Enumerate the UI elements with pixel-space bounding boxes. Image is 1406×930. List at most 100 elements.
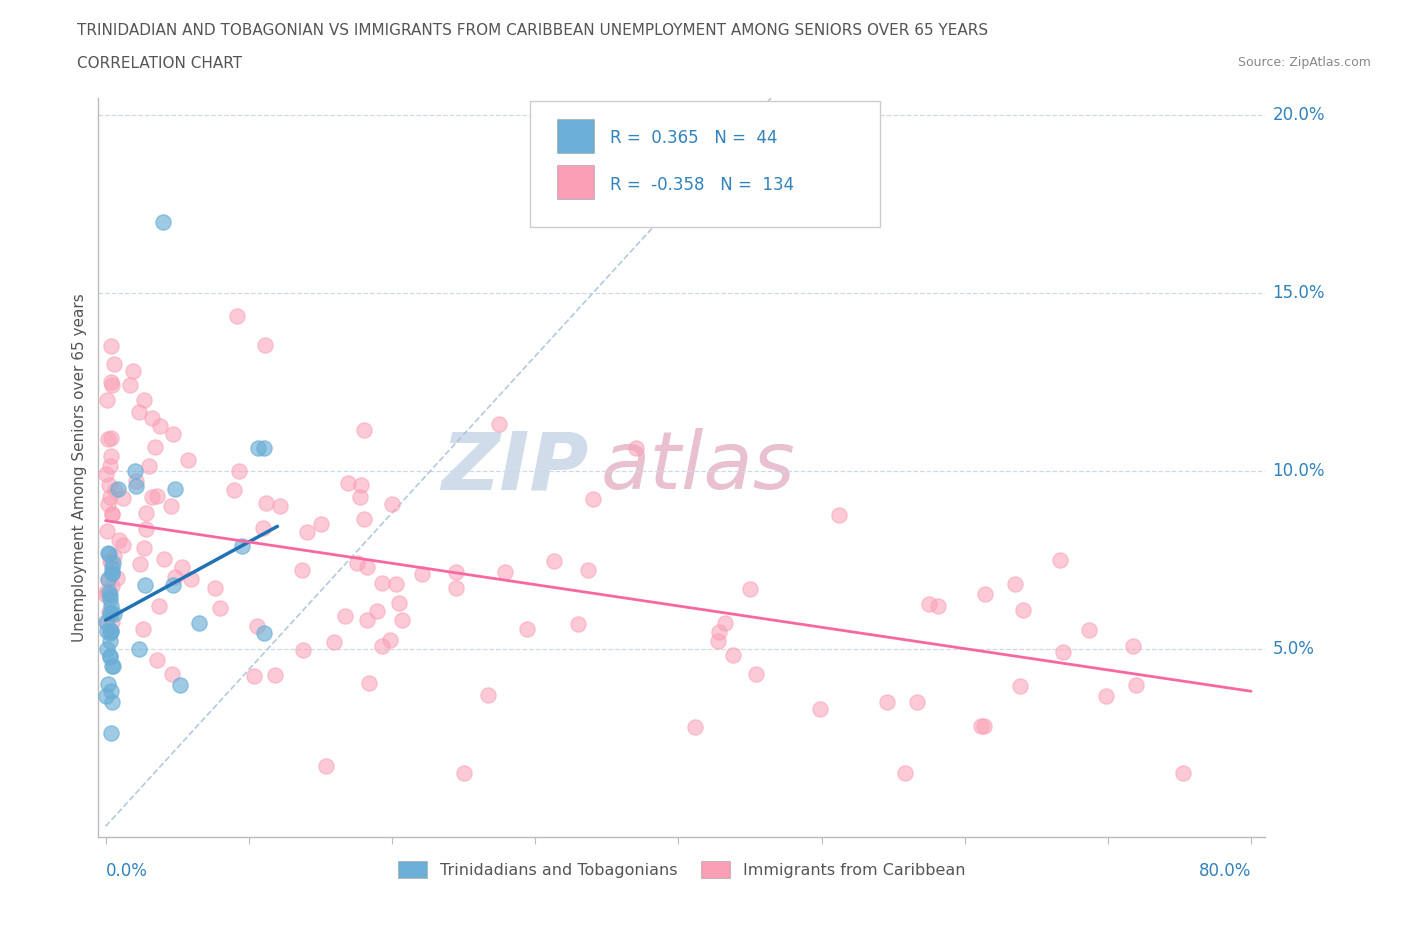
Point	[100, 430, 122, 445]
Point	[366, 604, 388, 618]
Point	[381, 497, 404, 512]
Point	[100, 506, 122, 521]
Point	[97, 547, 120, 562]
Point	[295, 525, 318, 540]
Y-axis label: Unemployment Among Seniors over 65 years: Unemployment Among Seniors over 65 years	[72, 293, 87, 642]
Point	[894, 765, 917, 780]
Point	[118, 378, 141, 392]
Point	[1078, 622, 1101, 637]
Point	[97, 585, 120, 600]
Point	[917, 597, 939, 612]
Point	[177, 452, 200, 467]
Point	[96, 623, 118, 638]
Text: 20.0%: 20.0%	[1272, 106, 1324, 125]
Point	[350, 478, 373, 493]
Point	[100, 623, 122, 638]
Point	[100, 684, 122, 698]
Point	[104, 483, 127, 498]
Point	[170, 560, 193, 575]
Point	[96, 524, 118, 538]
Point	[494, 565, 516, 579]
Point	[96, 616, 118, 631]
Point	[357, 676, 380, 691]
Point	[122, 364, 145, 379]
Text: 15.0%: 15.0%	[1272, 285, 1324, 302]
Point	[188, 616, 211, 631]
Point	[333, 609, 356, 624]
Point	[162, 426, 184, 441]
Point	[204, 580, 226, 595]
Point	[311, 517, 333, 532]
Point	[973, 719, 995, 734]
Point	[488, 417, 510, 432]
Point	[111, 538, 134, 552]
FancyBboxPatch shape	[557, 165, 595, 199]
Point	[149, 418, 172, 433]
Point	[97, 478, 120, 493]
Point	[96, 392, 118, 407]
Point	[134, 578, 156, 592]
Text: R =  -0.358   N =  134: R = -0.358 N = 134	[610, 176, 793, 193]
Point	[138, 458, 160, 473]
Point	[1052, 644, 1074, 659]
Point	[101, 659, 124, 674]
Point	[246, 440, 269, 455]
Point	[252, 521, 274, 536]
Point	[128, 557, 150, 572]
Point	[543, 554, 565, 569]
Point	[444, 565, 467, 579]
Point	[98, 633, 121, 648]
Point	[98, 588, 121, 603]
Point	[1171, 765, 1194, 780]
Point	[165, 481, 187, 496]
Point	[371, 639, 394, 654]
Point	[336, 475, 359, 490]
Point	[100, 555, 122, 570]
Point	[208, 601, 231, 616]
Text: 0.0%: 0.0%	[105, 862, 148, 880]
Point	[135, 522, 157, 537]
Text: R =  0.365   N =  44: R = 0.365 N = 44	[610, 129, 778, 147]
Point	[141, 490, 163, 505]
Point	[94, 615, 117, 630]
Point	[100, 449, 122, 464]
Text: Source: ZipAtlas.com: Source: ZipAtlas.com	[1237, 56, 1371, 69]
Point	[100, 339, 122, 354]
Point	[353, 512, 375, 526]
Point	[315, 758, 337, 773]
Point	[356, 560, 378, 575]
Point	[388, 595, 411, 610]
Point	[222, 483, 245, 498]
Point	[905, 695, 928, 710]
Point	[709, 625, 731, 640]
Point	[1012, 603, 1035, 618]
Point	[96, 689, 118, 704]
Text: 10.0%: 10.0%	[1272, 462, 1324, 480]
Point	[707, 633, 730, 648]
Point	[246, 618, 269, 633]
Point	[152, 215, 174, 230]
Point	[98, 489, 121, 504]
Point	[974, 587, 997, 602]
Text: CORRELATION CHART: CORRELATION CHART	[77, 56, 242, 71]
Point	[103, 549, 125, 564]
Point	[1125, 677, 1147, 692]
Point	[226, 309, 249, 324]
Point	[876, 695, 898, 710]
Text: 5.0%: 5.0%	[1272, 640, 1315, 658]
Point	[516, 622, 538, 637]
Point	[180, 572, 202, 587]
Point	[242, 669, 264, 684]
Point	[100, 605, 122, 620]
FancyBboxPatch shape	[557, 119, 595, 153]
Point	[1049, 553, 1071, 568]
Point	[101, 566, 124, 581]
Point	[101, 565, 124, 580]
Point	[101, 615, 124, 630]
Point	[98, 626, 121, 641]
Point	[103, 606, 125, 621]
Point	[101, 378, 124, 392]
Point	[100, 599, 122, 614]
Point	[828, 508, 851, 523]
Point	[323, 635, 346, 650]
